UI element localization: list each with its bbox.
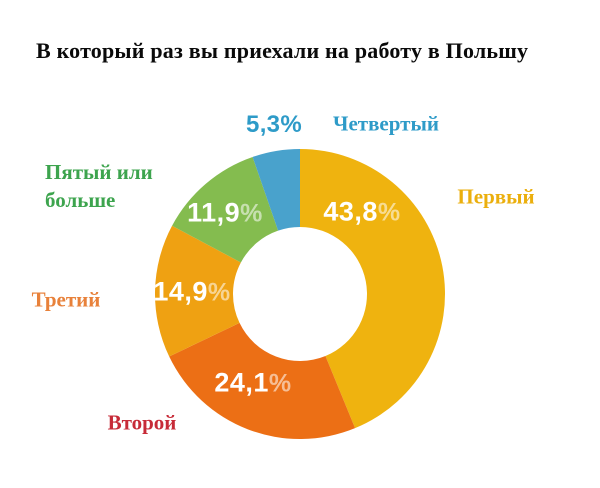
category-label-fifth-or-more: Пятый или больше xyxy=(45,160,153,212)
value-label-fourth: 5,3% xyxy=(246,111,302,139)
category-label-second: Второй xyxy=(107,410,177,435)
category-label-third: Третий xyxy=(31,287,101,312)
donut-segment-fifth-or-more xyxy=(172,156,279,263)
value-number-fourth: 5,3 xyxy=(246,111,281,138)
donut-segment-third xyxy=(155,225,241,357)
value-unit-second: % xyxy=(268,369,292,398)
donut-segment-second xyxy=(169,322,356,440)
value-unit-fourth: % xyxy=(280,111,302,138)
value-label-third: 14,9% xyxy=(153,277,230,308)
value-unit-fifth-or-more: % xyxy=(240,199,263,228)
donut-segment-first xyxy=(300,149,445,429)
category-label-first: Первый xyxy=(457,184,535,209)
value-unit-third: % xyxy=(207,278,231,307)
donut-segment-fourth xyxy=(252,149,300,231)
chart-title: В который раз вы приехали на работу в По… xyxy=(36,37,529,63)
value-number-third: 14,9 xyxy=(153,276,208,307)
value-number-second: 24,1 xyxy=(214,367,269,398)
value-number-fifth-or-more: 11,9 xyxy=(187,197,241,228)
category-label-fourth: Четвертый xyxy=(333,111,439,136)
value-label-first: 43,8% xyxy=(323,197,400,228)
value-label-fifth-or-more: 11,9% xyxy=(187,198,263,229)
value-unit-first: % xyxy=(377,198,401,227)
value-label-second: 24,1% xyxy=(214,368,291,399)
value-number-first: 43,8 xyxy=(323,196,378,227)
